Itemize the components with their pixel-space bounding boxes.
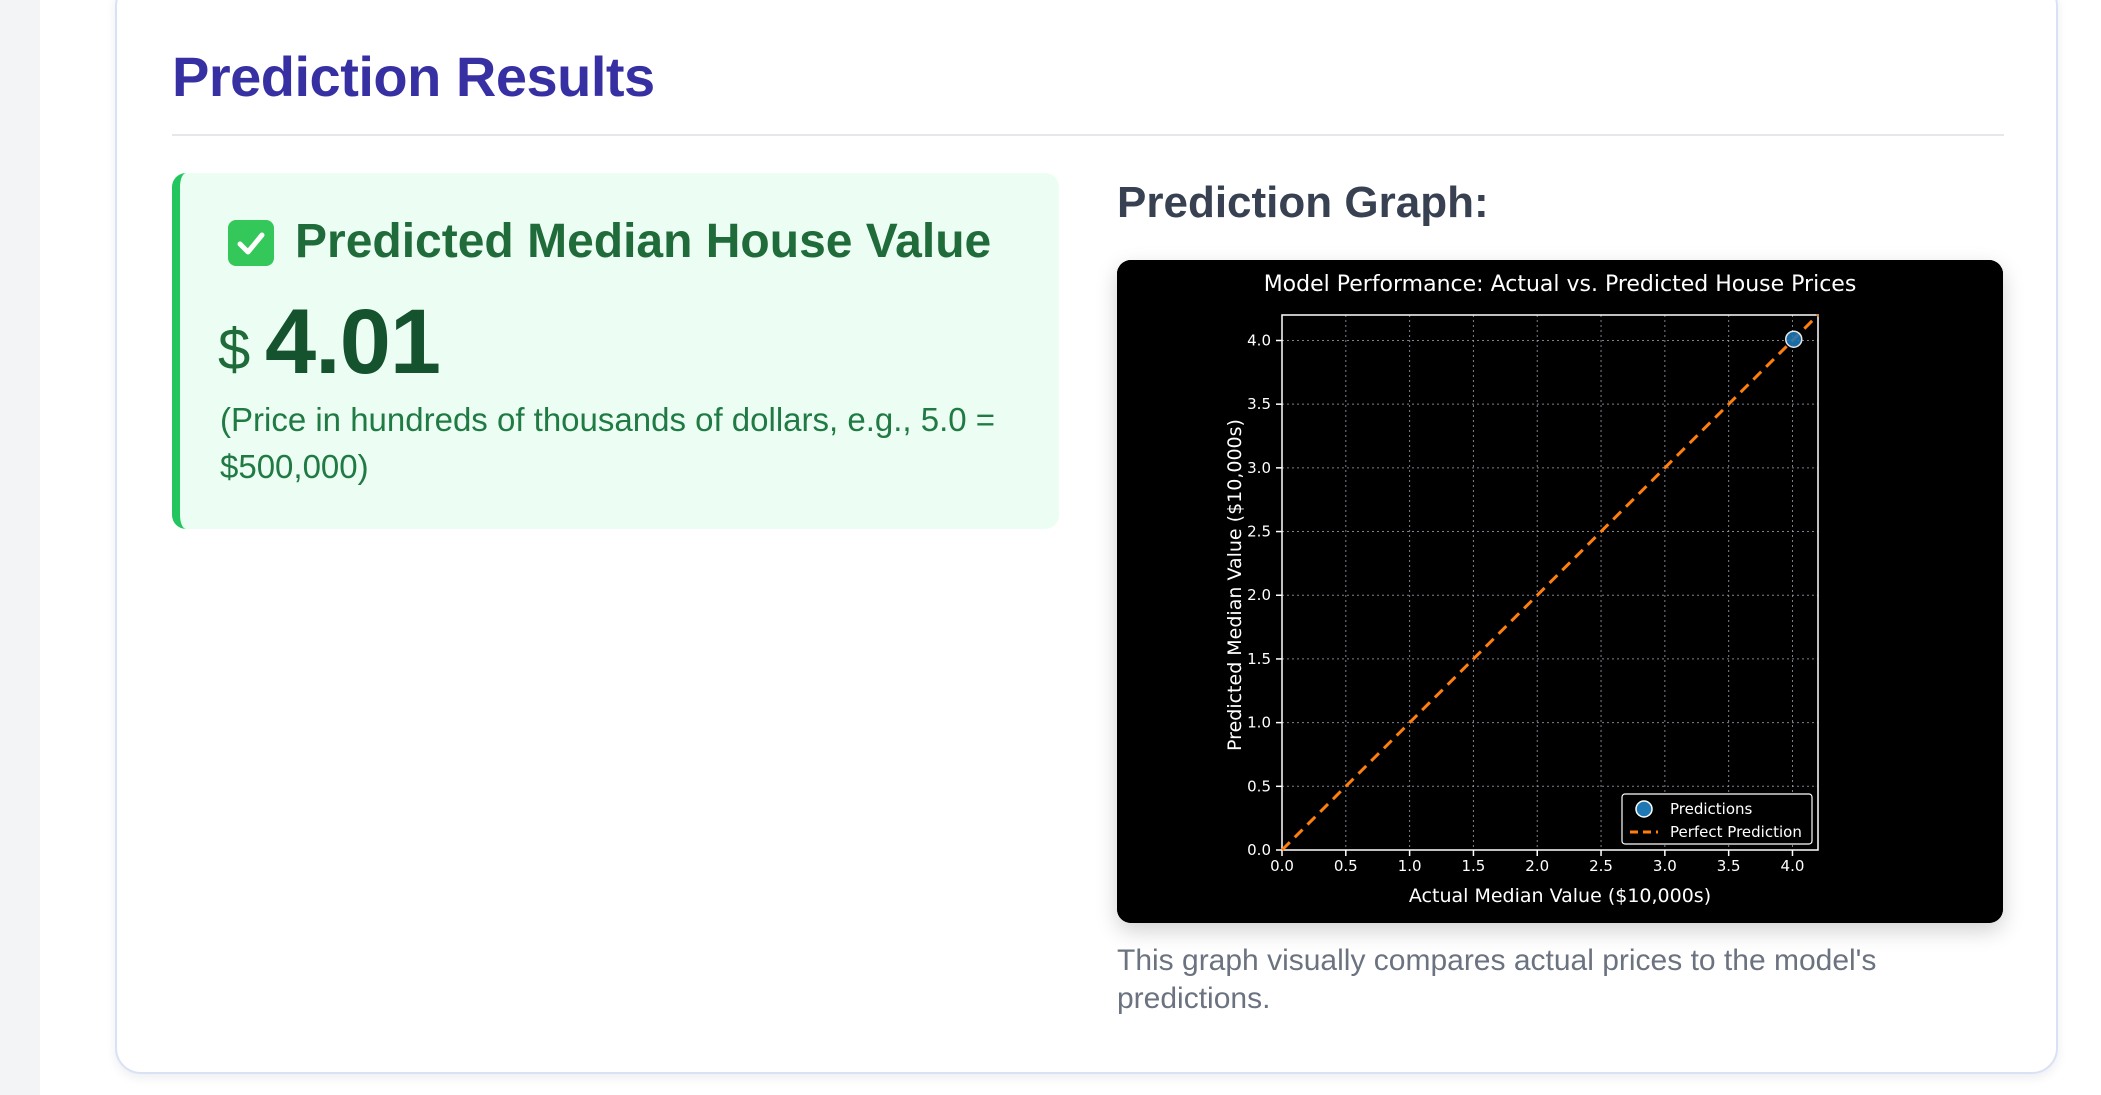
y-tick-label: 0.5 xyxy=(1247,777,1271,795)
legend-label: Perfect Prediction xyxy=(1670,823,1802,841)
plot-frame xyxy=(1281,314,1819,851)
graph-heading: Prediction Graph: xyxy=(1117,178,1489,227)
y-tick-label: 1.5 xyxy=(1247,650,1271,668)
y-tick-label: 2.0 xyxy=(1247,586,1271,604)
x-tick-label: 3.0 xyxy=(1653,857,1677,875)
y-tick-label: 0.0 xyxy=(1247,841,1271,859)
currency-symbol: $ xyxy=(218,317,251,382)
x-tick-label: 1.5 xyxy=(1461,857,1485,875)
prediction-result-box xyxy=(172,173,1059,529)
chart-svg: Model Performance: Actual vs. Predicted … xyxy=(1117,260,2003,923)
y-tick-label: 4.0 xyxy=(1247,331,1271,349)
x-tick-label: 1.0 xyxy=(1398,857,1422,875)
x-tick-label: 0.5 xyxy=(1334,857,1358,875)
y-tick-label: 2.5 xyxy=(1247,523,1271,541)
y-tick-label: 1.0 xyxy=(1247,714,1271,732)
x-tick-label: 2.0 xyxy=(1525,857,1549,875)
title-divider xyxy=(172,134,2004,136)
chart-y-axis-label: Predicted Median Value ($10,000s) xyxy=(1224,419,1246,751)
legend-marker-predictions xyxy=(1635,800,1653,818)
legend-label: Predictions xyxy=(1670,800,1753,818)
chart-background xyxy=(1117,260,2003,923)
chart-title: Model Performance: Actual vs. Predicted … xyxy=(1264,272,1857,297)
y-tick-label: 3.5 xyxy=(1247,395,1271,413)
result-heading: Predicted Median House Value xyxy=(295,215,992,268)
price-note: (Price in hundreds of thousands of dolla… xyxy=(220,401,996,485)
y-tick-label: 3.0 xyxy=(1247,459,1271,477)
x-tick-label: 0.0 xyxy=(1270,857,1294,875)
legend-box xyxy=(1621,793,1813,845)
chart-x-axis-label: Actual Median Value ($10,000s) xyxy=(1409,885,1711,907)
prediction-graph: Model Performance: Actual vs. Predicted … xyxy=(1117,260,2003,923)
chart-plot-area: 0.0 0.5 1.0 1.5 2.0 2.5 3.0 3.5 4.0 0.0 0.5 1.0 1.5 2… xyxy=(1247,313,1820,875)
graph-caption: This graph visually compares actual pric… xyxy=(1117,944,1877,1015)
perfect-prediction-line xyxy=(1280,313,1820,852)
card-title: Prediction Results xyxy=(172,45,655,108)
x-tick-label: 3.5 xyxy=(1717,857,1741,875)
predicted-value: 4.01 xyxy=(265,291,441,393)
check-mark-icon xyxy=(228,220,274,266)
x-tick-label: 4.0 xyxy=(1781,857,1805,875)
prediction-point xyxy=(1785,330,1803,348)
x-tick-label: 2.5 xyxy=(1589,857,1613,875)
